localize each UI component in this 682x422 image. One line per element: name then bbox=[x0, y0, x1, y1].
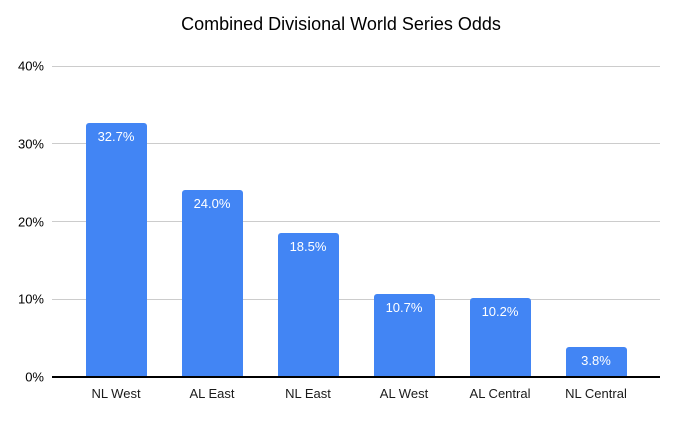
x-tick-label: AL East bbox=[189, 386, 235, 401]
bar-value-label: 3.8% bbox=[581, 353, 611, 369]
bar: 10.7% bbox=[373, 293, 435, 377]
bar-slot: 18.5% bbox=[260, 66, 356, 377]
x-tick-label: NL Central bbox=[565, 386, 627, 401]
y-tick-label: 20% bbox=[17, 214, 44, 229]
x-tick-label: NL West bbox=[91, 386, 141, 401]
bar: 24.0% bbox=[181, 190, 243, 377]
gridline bbox=[52, 298, 660, 300]
x-tick-label: AL West bbox=[379, 386, 429, 401]
bar-slot: 3.8% bbox=[548, 66, 644, 377]
y-tick-label: 0% bbox=[25, 369, 44, 385]
bar: 18.5% bbox=[277, 233, 339, 377]
bar: 32.7% bbox=[85, 122, 147, 377]
gridline bbox=[52, 143, 660, 145]
bar: 3.8% bbox=[565, 347, 627, 377]
x-axis-labels: NL West AL East NL East AL West AL Central NL… bbox=[68, 386, 644, 401]
chart-title: Combined Divisional World Series Odds bbox=[181, 14, 501, 34]
y-tick-label: 10% bbox=[17, 291, 44, 307]
bar: 10.2% bbox=[469, 297, 531, 377]
bar-value-label: 10.2% bbox=[481, 303, 519, 319]
bar-value-label: 24.0% bbox=[193, 196, 231, 212]
x-axis-line bbox=[52, 376, 660, 378]
y-tick-label: 30% bbox=[17, 136, 44, 152]
bar-value-label: 18.5% bbox=[289, 239, 327, 255]
y-tick-label: 40% bbox=[17, 58, 44, 74]
gridline bbox=[52, 221, 660, 222]
bar-slot: 10.7% bbox=[356, 66, 452, 377]
bars-row: 32.7% 24.0% 18.5% 10.7% 10.2% 3.8% bbox=[68, 66, 644, 377]
bar-slot: 32.7% bbox=[68, 66, 164, 377]
x-tick-label: AL Central bbox=[469, 386, 531, 401]
bar-value-label: 32.7% bbox=[97, 128, 135, 144]
gridline bbox=[52, 65, 660, 67]
plot-area: 0% 10% 20% 30% 40% 32.7% 24.0% 18.5% 10.7% 10.2%… bbox=[18, 60, 660, 401]
bar-slot: 10.2% bbox=[452, 66, 548, 377]
bar-value-label: 10.7% bbox=[385, 299, 423, 315]
x-tick-label: NL East bbox=[285, 386, 331, 401]
bar-slot: 24.0% bbox=[164, 66, 260, 377]
